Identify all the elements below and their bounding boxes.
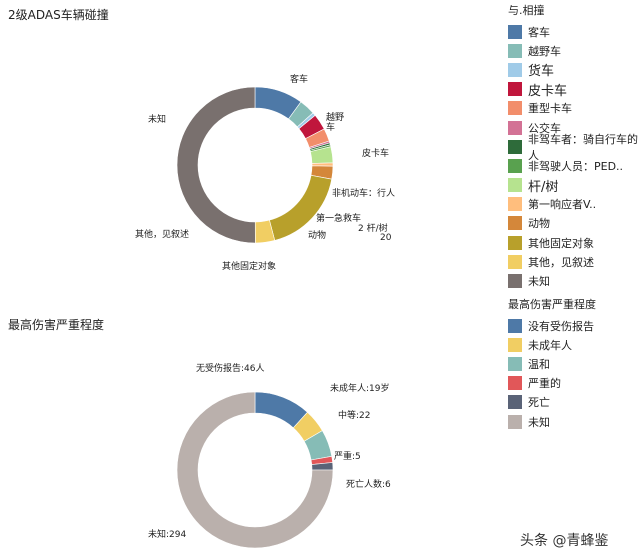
legend-swatch — [508, 376, 522, 391]
legend-item: 动物 — [508, 214, 640, 233]
legend-swatch — [508, 62, 522, 77]
legend-item: 未知 — [508, 412, 596, 431]
legend-swatch — [508, 414, 522, 429]
legend-swatch — [508, 216, 522, 231]
legend-label: 杆/树 — [528, 179, 559, 195]
data-label: 其他，见叙述 — [135, 228, 189, 240]
legend-item: 严重的 — [508, 374, 596, 393]
data-label: 动物 — [308, 229, 326, 241]
chart1-title: 2级ADAS车辆碰撞 — [8, 8, 109, 22]
data-label: 中等:22 — [338, 409, 371, 421]
legend-item: 温和 — [508, 354, 596, 373]
legend-label: 客车 — [528, 25, 550, 39]
legend-label: 没有受伤报告 — [528, 319, 594, 333]
legend-item: 没有受伤报告 — [508, 316, 596, 335]
legend-label: 皮卡车 — [528, 83, 568, 99]
legend-swatch — [508, 158, 522, 173]
data-label: 客车 — [290, 73, 308, 85]
legend-label: 越野车 — [528, 44, 561, 58]
legend-item: 未知 — [508, 271, 640, 290]
pie-slice — [176, 86, 256, 244]
legend-item: 未成年人 — [508, 335, 596, 354]
legend-swatch — [508, 120, 522, 135]
legend-injury: 最高伤害严重程度 没有受伤报告 未成年人温和严重的死亡未知 — [508, 296, 596, 431]
pie-slice — [176, 391, 334, 549]
legend-swatch — [508, 254, 522, 269]
legend-label: 其他固定对象 — [528, 236, 594, 250]
legend-label: 第一响应者V.. — [528, 198, 597, 212]
legend-swatch — [508, 139, 522, 154]
legend-label: 动物 — [528, 217, 550, 231]
legend-collision: 与.相撞 客车越野车货车皮卡车重型卡车公交车 非驾车者：骑自行车的人 非驾驶人员：P… — [508, 2, 640, 291]
data-label: 未知 — [148, 113, 166, 125]
legend-label: 死亡 — [528, 396, 550, 410]
legend-item: 非驾驶人员：PED.. — [508, 156, 640, 175]
legend-swatch — [508, 337, 522, 352]
chart2-title: 最高伤害严重程度 — [8, 318, 105, 332]
data-label: 20 — [380, 233, 392, 243]
data-label: 死亡人数:6 — [346, 478, 391, 490]
legend-injury-title: 最高伤害严重程度 — [508, 298, 596, 311]
legend-swatch — [508, 274, 522, 289]
data-label: 皮卡车 — [362, 147, 389, 159]
legend-swatch — [508, 197, 522, 212]
legend-label: 非驾驶人员：PED.. — [528, 159, 624, 173]
legend-item: 皮卡车 — [508, 80, 640, 99]
legend-item: 重型卡车 — [508, 99, 640, 118]
legend-item: 公交车 — [508, 118, 640, 137]
legend-label: 未成年人 — [528, 338, 572, 352]
legend-swatch — [508, 101, 522, 116]
legend-item: 杆/树 — [508, 176, 640, 195]
data-label: 越野 — [326, 111, 344, 123]
legend-item: 其他固定对象 — [508, 233, 640, 252]
legend-label: 未知 — [528, 275, 550, 289]
data-label: 无受伤报告:46人 — [196, 362, 265, 374]
legend-item: 非驾车者：骑自行车的人 — [508, 133, 640, 162]
data-label: 未成年人:19岁 — [330, 382, 390, 394]
legend-label: 重型卡车 — [528, 102, 572, 116]
legend-swatch — [508, 24, 522, 39]
data-label: 非机动车：行人 — [332, 187, 395, 199]
watermark: 头条 @青蜂鉴 — [520, 533, 609, 549]
legend-item: 死亡 — [508, 393, 596, 412]
legend-swatch — [508, 356, 522, 371]
legend-swatch — [508, 318, 522, 333]
legend-swatch — [508, 395, 522, 410]
data-label: 第一急救车 — [316, 212, 361, 224]
legend-swatch — [508, 43, 522, 58]
legend-item: 越野车 — [508, 41, 640, 60]
data-label: 车 — [326, 121, 335, 133]
legend-label: 公交车 — [528, 121, 561, 135]
legend-label: 未知 — [528, 415, 550, 429]
legend-label: 温和 — [528, 357, 550, 371]
legend-swatch — [508, 82, 522, 97]
legend-item: 货车 — [508, 60, 640, 79]
legend-collision-title: 与.相撞 — [508, 4, 545, 17]
legend-label: 非驾车者：骑自行车的人 — [528, 132, 638, 162]
legend-item: 客车 — [508, 22, 640, 41]
legend-label: 其他，见叙述 — [528, 255, 594, 269]
data-label: 2 杆/树 — [358, 222, 388, 234]
data-label: 未知:294 — [148, 528, 186, 540]
legend-label: 货车 — [528, 64, 555, 80]
data-label: 其他固定对象 — [222, 260, 276, 272]
legend-swatch — [508, 235, 522, 250]
legend-item: 其他，见叙述 — [508, 252, 640, 271]
data-label: 严重:5 — [334, 450, 361, 462]
legend-item: 第一响应者V.. — [508, 195, 640, 214]
legend-label: 严重的 — [528, 377, 561, 391]
legend-swatch — [508, 178, 522, 193]
